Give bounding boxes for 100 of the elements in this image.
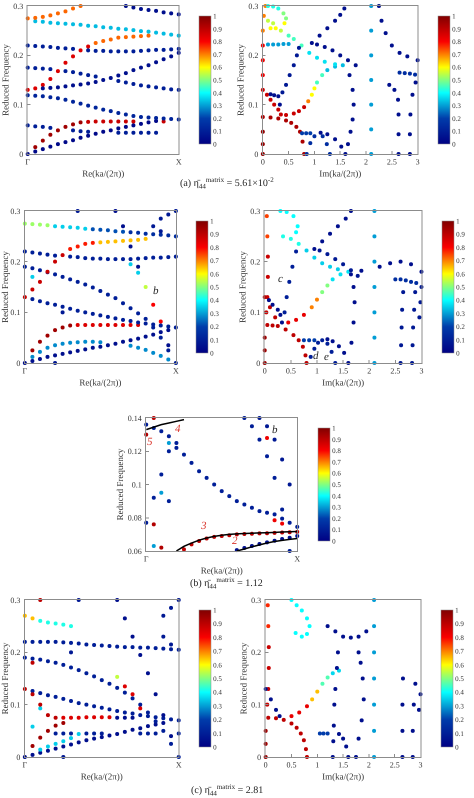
point (308, 624, 312, 628)
point (333, 137, 338, 142)
point (276, 108, 280, 112)
point (128, 244, 133, 248)
point (274, 708, 278, 712)
point (318, 248, 322, 253)
point (115, 686, 120, 690)
point (54, 742, 58, 746)
point (71, 122, 76, 126)
point (144, 232, 148, 236)
point (266, 645, 271, 650)
point (257, 509, 262, 514)
point (138, 706, 142, 710)
point (169, 116, 174, 121)
x-axis-title: Re(ka/(2π)) (80, 771, 123, 782)
point (94, 24, 98, 28)
point (40, 147, 45, 152)
point (291, 333, 296, 338)
y-tick-label: 0 (256, 358, 260, 368)
point (60, 352, 65, 356)
point (276, 308, 280, 312)
point (250, 506, 254, 510)
point (121, 301, 125, 306)
point (338, 272, 342, 276)
y-tick-label: 0 (254, 150, 258, 159)
point (166, 212, 170, 217)
point (338, 53, 342, 58)
point (30, 222, 34, 226)
point (98, 323, 102, 327)
point (113, 323, 118, 327)
point (294, 250, 298, 254)
point (348, 268, 353, 272)
point (159, 490, 164, 495)
point (78, 102, 83, 106)
point (151, 332, 156, 337)
point (250, 424, 254, 428)
point (115, 708, 120, 713)
point (154, 715, 158, 720)
point (318, 34, 322, 38)
point (56, 46, 60, 50)
point (54, 640, 58, 644)
point (289, 722, 294, 726)
point (63, 84, 68, 88)
y-tick-label: 0 (16, 358, 20, 368)
point (388, 261, 392, 266)
point (270, 324, 275, 328)
point (166, 348, 170, 352)
point (46, 693, 50, 698)
y-axis-title: Reduced Frequency (238, 642, 249, 714)
point (138, 713, 142, 718)
point (60, 224, 65, 229)
point (63, 124, 68, 129)
point (265, 234, 270, 238)
point (372, 728, 376, 733)
point (116, 36, 120, 40)
annotation: b (272, 424, 278, 436)
point (56, 85, 60, 90)
point (396, 112, 401, 117)
point (272, 518, 277, 522)
point (273, 315, 278, 320)
point (312, 134, 316, 138)
point (270, 302, 275, 307)
point (154, 48, 158, 52)
point (276, 42, 280, 46)
point (69, 666, 74, 670)
point (124, 119, 128, 124)
point (63, 22, 68, 26)
point (131, 49, 136, 54)
point (84, 731, 88, 736)
point (68, 277, 72, 282)
point (94, 106, 98, 110)
point (151, 232, 156, 236)
point (266, 254, 270, 259)
point (40, 66, 45, 71)
point (369, 53, 374, 58)
point (320, 338, 324, 342)
point (278, 312, 282, 317)
point (30, 354, 34, 359)
point (151, 224, 156, 228)
y-tick-label: 0.3 (10, 206, 20, 216)
point (336, 267, 340, 272)
point (296, 224, 300, 228)
point (98, 228, 102, 232)
point (266, 603, 270, 608)
point (33, 66, 38, 70)
point (98, 344, 102, 349)
y-tick-label: 0.1 (10, 308, 20, 318)
point (274, 26, 278, 30)
point (128, 344, 133, 348)
point (116, 111, 120, 116)
point (86, 48, 90, 52)
point (166, 499, 171, 504)
y-axis-title: Reduced Frequency (238, 250, 248, 323)
point (113, 296, 118, 300)
point (338, 12, 342, 17)
point (328, 232, 332, 236)
point (56, 21, 60, 26)
point (30, 692, 35, 696)
point (116, 74, 120, 78)
point (76, 340, 80, 344)
